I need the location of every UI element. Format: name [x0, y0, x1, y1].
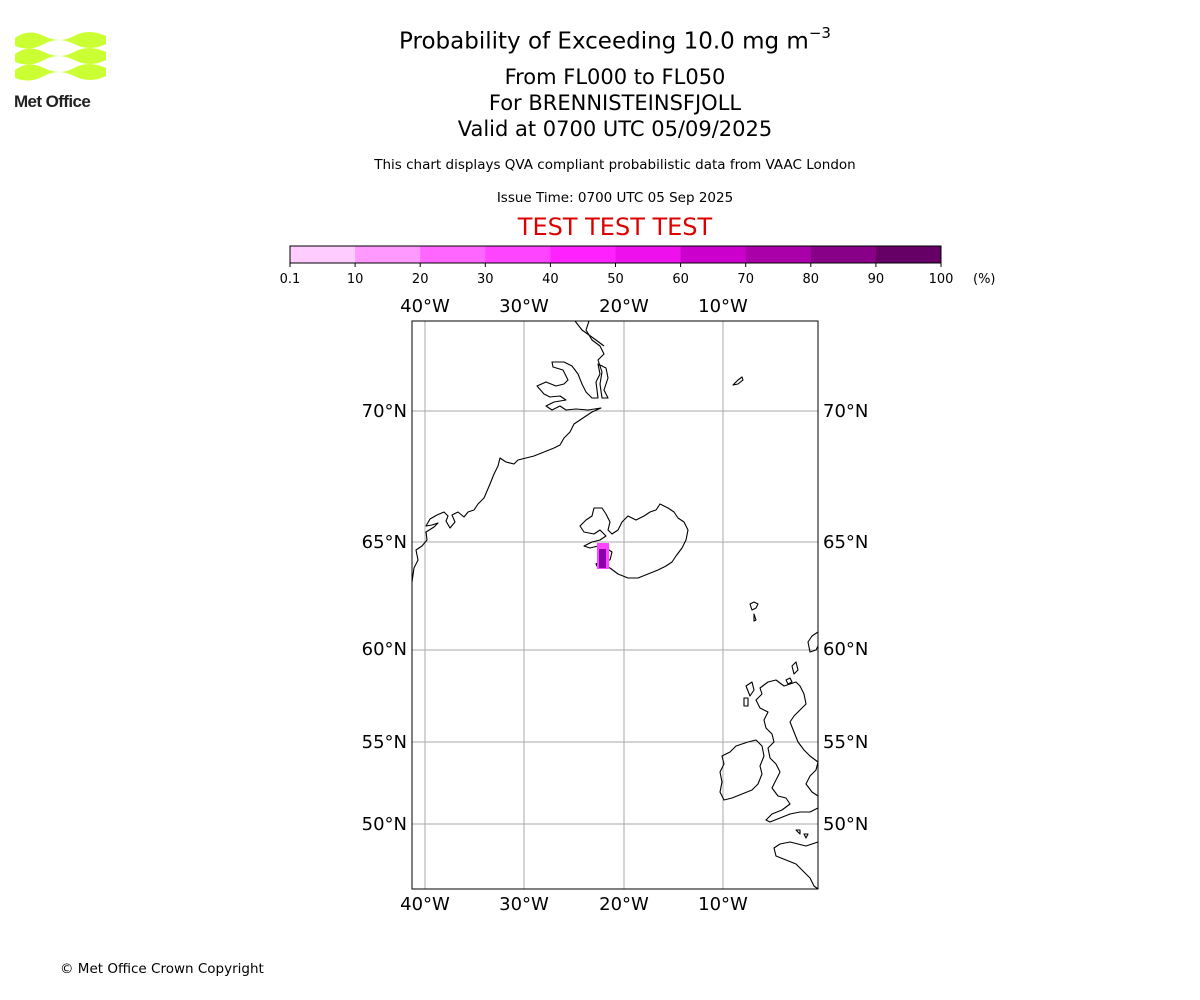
great-britain-coastline	[755, 679, 819, 823]
colorbar-tick-label: 100	[929, 272, 954, 287]
chart-title-text: Probability of Exceeding 10.0 mg m	[399, 28, 809, 55]
colorbar-segment	[355, 246, 421, 263]
colorbar-segments	[290, 246, 942, 263]
longitude-labels-bottom: 40°W 30°W 20°W 10°W	[400, 894, 748, 915]
colorbar-tick-label: 20	[412, 272, 429, 287]
map: 40°W 30°W 20°W 10°W 40°W 30°W 20°W 10°W …	[362, 296, 869, 915]
lon-label-bottom-20w: 20°W	[599, 894, 649, 915]
colorbar-segment	[485, 246, 551, 263]
colorbar-tick-label: 10	[347, 272, 364, 287]
issue-time: Issue Time: 0700 UTC 05 Sep 2025	[496, 190, 734, 206]
iceland-coastline	[579, 503, 689, 579]
lat-label-left-70n: 70°N	[362, 401, 407, 422]
longitude-labels-top: 40°W 30°W 20°W 10°W	[400, 296, 748, 317]
shetland-coastline	[791, 661, 799, 675]
volcano-name: For BRENNISTEINSFJOLL	[488, 91, 742, 115]
colorbar-tick-label: 30	[477, 272, 494, 287]
lon-label-bottom-40w: 40°W	[400, 894, 450, 915]
map-gridlines	[412, 321, 818, 889]
greenland-coastline	[411, 320, 609, 583]
colorbar-tick-label: 80	[803, 272, 820, 287]
colorbar-tick-label: 0.1	[280, 272, 301, 287]
chart-title-details: From FL000 to FL050 For BRENNISTEINSFJOL…	[0, 64, 1200, 142]
lat-label-right-70n: 70°N	[823, 401, 868, 422]
colorbar-segment	[550, 246, 616, 263]
lat-label-right-50n: 50°N	[823, 814, 868, 835]
lat-label-left-55n: 55°N	[362, 732, 407, 753]
lon-label-bottom-30w: 30°W	[499, 894, 549, 915]
lat-label-left-60n: 60°N	[362, 639, 407, 660]
lon-label-top-30w: 30°W	[499, 296, 549, 317]
colorbar-tick-label: 90	[868, 272, 885, 287]
colorbar-segment	[810, 246, 877, 263]
chart-title: Probability of Exceeding 10.0 mg m−3	[0, 24, 1200, 55]
norway-coastline	[807, 631, 819, 653]
met-office-logo-text: Met Office	[14, 92, 91, 111]
ash-plume-core	[599, 549, 606, 568]
france-coastline	[773, 841, 819, 890]
ash-plume	[597, 543, 609, 569]
latitude-labels-right: 70°N 65°N 60°N 55°N 50°N	[823, 401, 868, 835]
lat-label-left-65n: 65°N	[362, 532, 407, 553]
coastlines	[411, 320, 819, 890]
orkney-coastline	[785, 677, 793, 685]
chart-title-unit-exponent: −3	[808, 24, 831, 42]
colorbar-segment	[290, 246, 356, 263]
colorbar-ticks: 0.1 10 20 30 40 50 60 70 80 90 100	[280, 263, 954, 287]
lon-label-top-10w: 10°W	[698, 296, 748, 317]
ireland-coastline	[719, 739, 765, 801]
jan-mayen-coastline	[732, 376, 744, 386]
valid-time: Valid at 0700 UTC 05/09/2025	[457, 117, 773, 141]
map-frame	[411, 320, 819, 890]
colorbar: 0.1 10 20 30 40 50 60 70 80 90 100 (%)	[280, 245, 996, 287]
met-office-logo: Met Office	[14, 30, 108, 112]
colorbar-tick-label: 60	[672, 272, 689, 287]
lat-label-right-55n: 55°N	[823, 732, 868, 753]
colorbar-tick-label: 70	[737, 272, 754, 287]
colorbar-tick-label: 50	[607, 272, 624, 287]
hebrides-coastline	[743, 681, 755, 707]
test-banner: TEST TEST TEST	[517, 213, 713, 241]
colorbar-tick-label: 40	[542, 272, 559, 287]
lat-label-right-65n: 65°N	[823, 532, 868, 553]
lon-label-top-20w: 20°W	[599, 296, 649, 317]
faroe-islands-coastline	[749, 601, 759, 622]
lat-label-right-60n: 60°N	[823, 639, 868, 660]
colorbar-segment	[615, 246, 682, 263]
colorbar-segment	[420, 246, 486, 263]
met-office-logo-waves	[15, 32, 106, 81]
lat-label-left-50n: 50°N	[362, 814, 407, 835]
greenland-inner-fjord	[574, 320, 605, 347]
colorbar-segment	[875, 246, 942, 263]
latitude-labels-left: 70°N 65°N 60°N 55°N 50°N	[362, 401, 407, 835]
chart-description: This chart displays QVA compliant probab…	[374, 157, 856, 173]
colorbar-segment	[745, 246, 812, 263]
colorbar-unit: (%)	[973, 272, 996, 287]
copyright-footer: © Met Office Crown Copyright	[60, 961, 264, 977]
colorbar-segment	[680, 246, 747, 263]
channel-islands-coastline	[795, 829, 809, 839]
lon-label-bottom-10w: 10°W	[698, 894, 748, 915]
flight-level-range: From FL000 to FL050	[504, 65, 726, 89]
lon-label-top-40w: 40°W	[400, 296, 450, 317]
